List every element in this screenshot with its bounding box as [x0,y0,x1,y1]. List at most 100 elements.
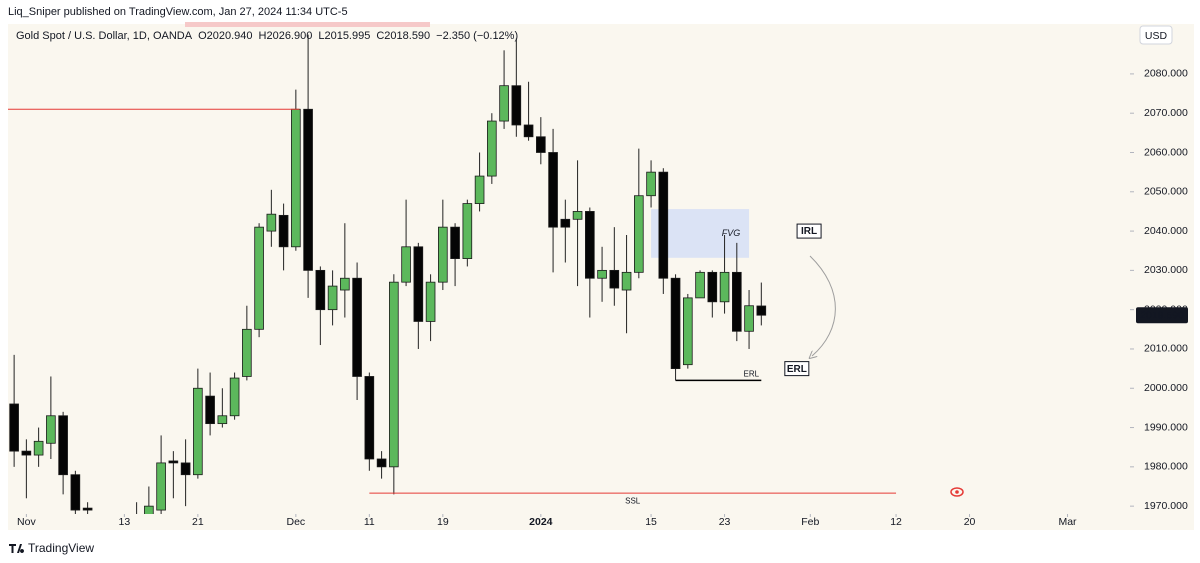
candle-body [33,440,44,456]
candle-body [499,85,509,122]
candle-body [180,462,191,476]
legend-value: −2.350 (−0.12%) [436,30,518,42]
candle-body [572,211,583,220]
candle-body [658,171,669,279]
level-label: SSL [625,496,641,505]
legend-value: L2015.995 [318,30,370,42]
y-tick-label: 2080.000 [1144,68,1188,80]
legend-value: O2020.940 [198,30,252,42]
candle-body [474,175,485,204]
candle-body [621,271,632,291]
y-tick-label: 2040.000 [1144,225,1188,237]
candle-body [9,403,19,452]
candle-body [646,171,656,197]
highlight [185,22,430,27]
x-tick-label: Dec [287,516,306,528]
y-tick-label: 2070.000 [1144,107,1188,119]
price-axis-background [1130,24,1194,530]
level-label: ERL [744,370,760,379]
candle-body [364,376,375,460]
plot-background [8,24,1130,514]
candle-body [401,246,411,283]
candle-body [352,277,362,377]
y-tick-label: 2030.000 [1144,264,1188,276]
candle-body [683,297,693,366]
candle-body [193,387,203,476]
candle-body [144,505,154,514]
legend-value: H2026.900 [259,30,313,42]
candle-body [156,462,166,511]
x-tick-label: Nov [17,516,36,528]
x-tick-label: 20 [964,516,976,528]
candle-body [536,136,546,153]
y-tick-label: 1970.000 [1144,500,1188,512]
candle-body [254,226,264,330]
chart-header: Gold Spot / U.S. Dollar, 1D, OANDA O2020.… [16,30,518,42]
legend-value: C2018.590 [376,30,430,42]
candle-body [609,269,620,289]
candle-body [744,305,754,332]
candle-body [242,328,252,377]
candle-body [523,124,534,138]
candle-body [340,277,350,291]
candle-body [229,377,240,417]
candle-body [315,269,326,311]
x-tick-label: 21 [192,516,204,528]
candle-body [756,305,767,316]
tag-label: ERL [787,364,807,375]
candle-body [707,271,718,303]
x-tick-label: 11 [364,516,375,528]
candle-body [217,415,228,425]
candle-body [21,450,32,456]
candle-body [205,395,215,425]
candle-body [438,226,448,283]
tag-box [796,223,822,239]
candle-body [670,277,681,370]
tag-box [784,361,810,377]
currency-box[interactable] [1139,25,1173,45]
eye-icon [950,487,964,497]
plot: FVG SSL ERL [8,34,897,514]
x-tick-label: 2024 [529,516,553,528]
candle-body [82,507,93,511]
attribution: Liq_Sniper published on TradingView.com,… [8,6,348,18]
x-tick-label: 13 [119,516,131,528]
candle-body [719,271,730,303]
candle-body [46,415,56,444]
candle-body [413,246,424,322]
y-tick-label: 1980.000 [1144,461,1188,473]
last-price-box [1136,307,1188,324]
curved-arrow [810,255,836,356]
currency[interactable]: USD [1145,30,1168,42]
chart-title: Gold Spot / U.S. Dollar, 1D, OANDA O2020.… [16,30,518,42]
last-price-label: 2018.590 [1140,309,1184,321]
candle-body [548,152,558,228]
candle-body [585,211,595,279]
y-tick-label: 2000.000 [1144,382,1188,394]
x-tick-label: 19 [437,516,449,528]
candle-body [634,195,644,273]
candle-body [560,218,571,228]
x-tick-label: 12 [890,516,902,528]
y-tick-label: 2010.000 [1144,343,1188,355]
candle-body [58,415,68,476]
x-tick-label: Mar [1058,516,1077,528]
chart-title-text: Gold Spot / U.S. Dollar, 1D, OANDA [16,30,193,42]
candle-body [327,285,338,311]
candle-body [597,269,607,279]
tag-label: IRL [801,226,817,237]
x-tick-label: Feb [801,516,819,528]
candle-body [732,271,742,332]
y-tick-label: 2050.000 [1144,186,1188,198]
candle-body [389,281,399,468]
axes: 1970.000 1980.000 1990.000 2000.000 2010.000… [17,68,1188,528]
candle-body [278,214,289,248]
x-tick-label: 23 [719,516,731,528]
candle-body [425,281,436,322]
candle-body [168,460,179,464]
candle-body [511,85,522,126]
candle-body [291,108,301,248]
y-tick-label: 2060.000 [1144,146,1188,158]
